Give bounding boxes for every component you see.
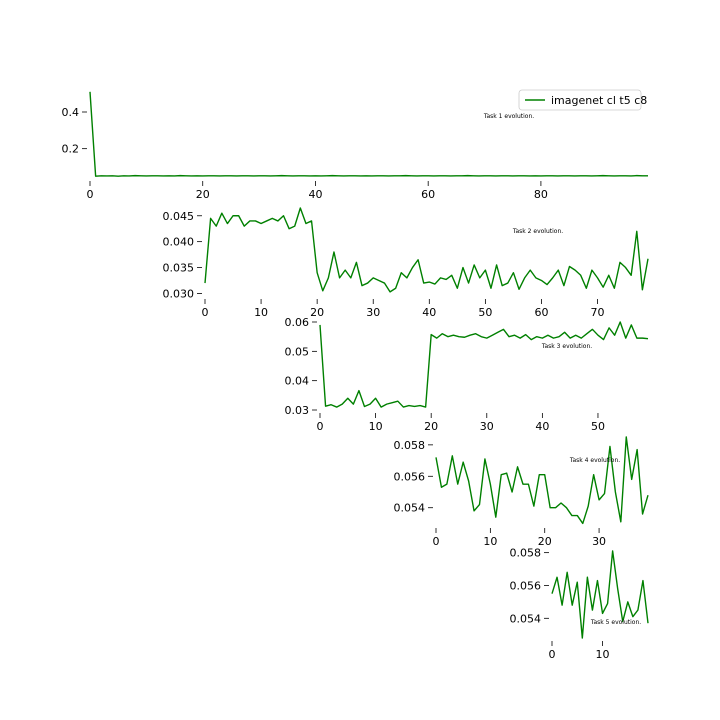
y-tick-label: 0.06 — [285, 316, 310, 329]
series-line — [551, 550, 649, 639]
x-tick-label: 0 — [87, 188, 94, 201]
y-tick-label: 0.2 — [62, 143, 80, 156]
x-tick-label: 0 — [549, 648, 556, 661]
x-tick-label: 20 — [196, 188, 210, 201]
x-tick-label: 70 — [591, 306, 605, 319]
x-tick-label: 40 — [422, 306, 436, 319]
series-line — [319, 321, 649, 408]
x-tick-label: 40 — [308, 188, 322, 201]
panel-title: Task 5 evolution. — [590, 619, 641, 626]
y-tick-label: 0.054 — [510, 612, 542, 625]
y-tick-label: 0.03 — [285, 404, 310, 417]
y-tick-label: 0.05 — [285, 345, 310, 358]
y-tick-label: 0.058 — [510, 547, 542, 560]
x-tick-label: 10 — [254, 306, 268, 319]
x-tick-label: 60 — [534, 306, 548, 319]
x-tick-label: 30 — [366, 306, 380, 319]
x-tick-label: 20 — [310, 306, 324, 319]
y-tick-label: 0.04 — [285, 375, 310, 388]
series-line — [435, 436, 649, 525]
y-tick-label: 0.056 — [510, 579, 542, 592]
y-tick-label: 0.045 — [163, 210, 195, 223]
y-tick-label: 0.4 — [62, 106, 80, 119]
x-tick-label: 0 — [317, 420, 324, 433]
y-tick-label: 0.030 — [163, 287, 195, 300]
x-tick-label: 0 — [202, 306, 209, 319]
panel-title: Task 2 evolution. — [512, 228, 563, 235]
x-tick-label: 30 — [480, 420, 494, 433]
series-line — [89, 91, 648, 177]
x-tick-label: 40 — [535, 420, 549, 433]
x-tick-label: 20 — [424, 420, 438, 433]
x-tick-label: 20 — [538, 535, 552, 548]
panel-title: Task 4 evolution. — [569, 457, 620, 464]
x-tick-label: 0 — [433, 535, 440, 548]
legend-box — [518, 89, 642, 111]
y-tick-label: 0.054 — [394, 502, 426, 515]
x-tick-label: 60 — [421, 188, 435, 201]
x-tick-label: 10 — [369, 420, 383, 433]
x-tick-label: 80 — [534, 188, 548, 201]
x-tick-label: 10 — [596, 648, 610, 661]
y-tick-label: 0.058 — [394, 439, 426, 452]
x-tick-label: 50 — [591, 420, 605, 433]
x-tick-label: 30 — [592, 535, 606, 548]
panel-title: Task 3 evolution. — [541, 343, 592, 350]
y-tick-label: 0.040 — [163, 236, 195, 249]
series-line — [204, 207, 649, 293]
legend-label: imagenet cl t5 c8 — [551, 94, 647, 107]
y-tick-label: 0.056 — [394, 470, 426, 483]
y-tick-label: 0.035 — [163, 262, 195, 275]
panel-title: Task 1 evolution. — [483, 113, 534, 120]
x-tick-label: 50 — [478, 306, 492, 319]
x-tick-label: 10 — [483, 535, 497, 548]
